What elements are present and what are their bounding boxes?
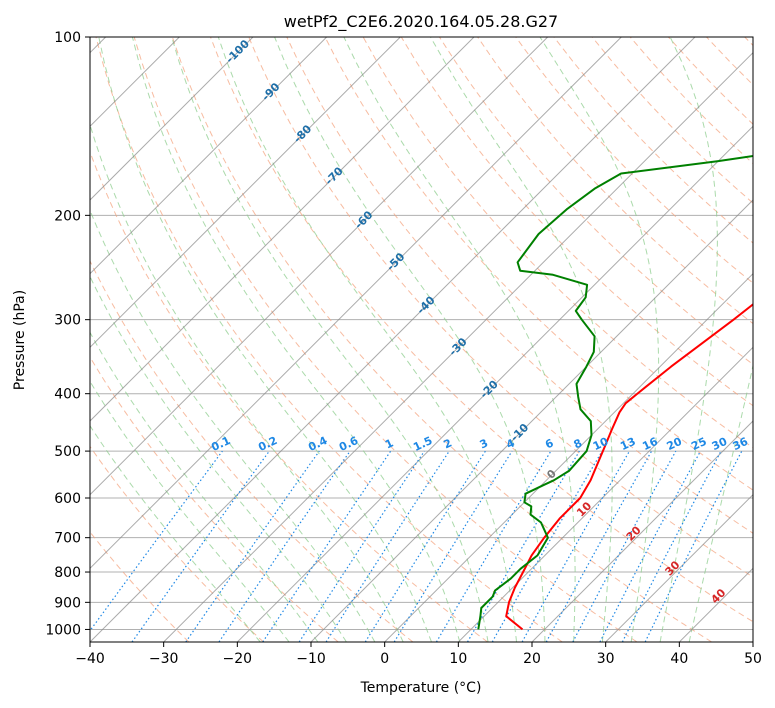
x-tick-label: −40 — [75, 651, 105, 667]
mixing-ratio-label: 25 — [689, 435, 708, 453]
isotherm — [90, 37, 328, 275]
isotherm — [90, 37, 401, 349]
moist-adiabat — [98, 37, 432, 642]
mixing-ratio-line — [262, 450, 392, 642]
dry-adiabat — [171, 37, 712, 642]
x-tick-label: 10 — [449, 651, 467, 667]
mixing-ratio-label: 16 — [640, 435, 660, 453]
y-tick-label: 300 — [54, 313, 81, 329]
chart-title: wetPf2_C2E6.2020.164.05.28.G27 — [284, 12, 558, 32]
y-tick-label: 100 — [54, 30, 81, 46]
y-tick-label: 800 — [54, 565, 81, 581]
isotherm — [310, 199, 753, 642]
x-tick-label: −30 — [149, 651, 179, 667]
plot-frame — [89, 36, 754, 643]
y-tick-label: 1000 — [45, 622, 81, 638]
y-axis-title: Pressure (hPa) — [12, 290, 28, 390]
isotherm — [90, 37, 549, 496]
isotherm — [90, 37, 254, 201]
mixing-ratio-line — [131, 450, 270, 642]
x-tick-label: 50 — [744, 651, 762, 667]
moist-adiabat — [659, 37, 718, 642]
x-tick-label: 0 — [380, 651, 389, 667]
mixing-ratio-label: 36 — [731, 435, 751, 453]
x-tick-label: 30 — [597, 651, 615, 667]
plot-background — [90, 37, 753, 642]
y-tick-label: 400 — [54, 387, 81, 403]
moist-adiabat — [90, 275, 347, 642]
mixing-ratio-line — [521, 450, 631, 642]
moist-adiabat — [343, 37, 576, 642]
moist-adiabat — [171, 37, 489, 642]
mixing-ratio-label: 30 — [710, 435, 730, 453]
moist-adiabat — [90, 123, 404, 642]
isotherm — [236, 125, 753, 642]
sounding-lines — [477, 155, 753, 631]
moist-adiabat — [90, 208, 376, 642]
dry-adiabat — [90, 259, 414, 642]
x-tick-label: 40 — [670, 651, 688, 667]
x-tick-label: 20 — [523, 651, 541, 667]
moist-adiabat — [217, 37, 517, 642]
dry-adiabat — [210, 37, 753, 623]
dry-adiabat — [95, 37, 563, 642]
mixing-ratio-label: 10 — [591, 435, 611, 453]
moist-adiabat — [539, 37, 660, 642]
mixing-ratio-label: 20 — [665, 435, 685, 453]
temperature-line — [505, 303, 753, 631]
mixing-ratio-line — [393, 450, 513, 642]
mixing-ratio-line — [218, 450, 351, 642]
isotherm — [90, 37, 622, 570]
dry-adiabat — [90, 445, 264, 642]
mixing-ratio-label: 13 — [618, 435, 637, 453]
mixing-ratio-line — [644, 450, 743, 642]
isotherm — [605, 493, 753, 642]
y-tick-label: 500 — [54, 444, 81, 460]
x-axis-title: Temperature (°C) — [360, 680, 482, 696]
isotherm — [752, 641, 753, 642]
x-tick-label: −10 — [296, 651, 326, 667]
y-tick-label: 200 — [54, 208, 81, 224]
mixing-ratio-line — [185, 450, 320, 642]
dewpoint-line — [477, 155, 753, 630]
x-tick-label: −20 — [223, 651, 253, 667]
moist-adiabat — [688, 363, 753, 642]
moist-adiabat — [90, 331, 319, 642]
y-tick-label: 900 — [54, 595, 81, 611]
isotherm — [163, 51, 753, 642]
isotherm — [384, 272, 753, 642]
isotherm — [90, 37, 475, 422]
mixing-ratio-line — [325, 450, 450, 642]
moist-adiabat — [131, 37, 461, 642]
dry-adiabat — [248, 37, 753, 578]
moist-adiabat — [90, 424, 261, 642]
dry-adiabat — [133, 37, 638, 642]
dry-adiabat — [515, 37, 753, 284]
background-lines — [90, 37, 753, 642]
mixing-ratio-line — [298, 450, 425, 642]
mixing-ratio-line — [90, 450, 223, 632]
dry-adiabat — [324, 37, 753, 491]
mixing-ratio-line — [572, 450, 677, 642]
isotherm — [90, 37, 696, 642]
moist-adiabat — [274, 37, 546, 642]
mixing-ratio-line — [545, 450, 653, 642]
axis-ticks: −40 −30 −20 −10 0 10 20 30 40 50 100 200 300 400 500 60… — [45, 30, 762, 667]
dry-adiabat — [286, 37, 753, 534]
isotherm — [457, 346, 753, 642]
dry-adiabat — [90, 356, 339, 642]
isotherm — [531, 420, 753, 642]
y-tick-label: 700 — [54, 531, 81, 547]
moist-adiabat — [90, 380, 290, 642]
y-tick-label: 600 — [54, 491, 81, 507]
